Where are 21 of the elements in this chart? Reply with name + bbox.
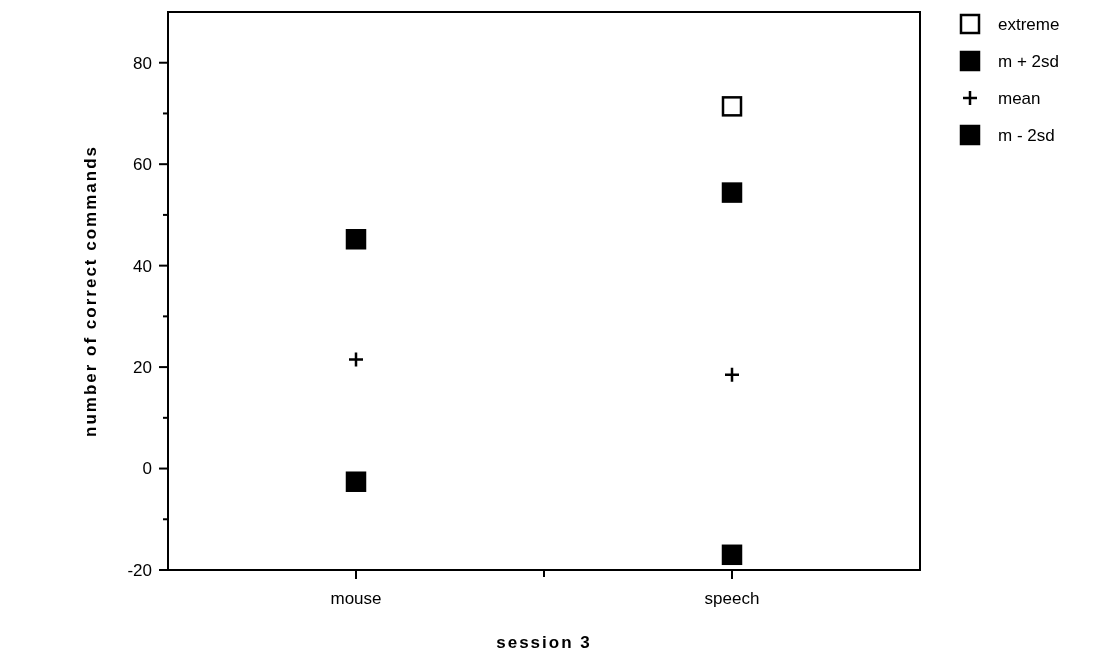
point [721, 544, 743, 566]
point [723, 366, 741, 383]
x-tick-label: mouse [330, 589, 382, 608]
x-tick-label: speech [704, 589, 760, 608]
y-tick-label: -20 [127, 560, 152, 580]
point [721, 96, 743, 117]
point [721, 182, 743, 203]
y-tick-label: 20 [133, 358, 152, 378]
point [347, 351, 365, 368]
y-axis-title: number of correct commands [81, 145, 100, 437]
x-axis-title: session 3 [496, 633, 592, 652]
legend-label: extreme [998, 14, 1060, 34]
y-tick-label: 80 [133, 53, 152, 73]
point [345, 471, 367, 492]
y-tick-label: 60 [133, 155, 152, 175]
y-tick-label: 40 [133, 256, 152, 276]
y-tick-label: 0 [142, 459, 152, 479]
legend-label: mean [998, 88, 1041, 108]
point [345, 229, 367, 250]
legend-label: m + 2sd [998, 51, 1059, 71]
legend-label: m - 2sd [998, 125, 1055, 145]
